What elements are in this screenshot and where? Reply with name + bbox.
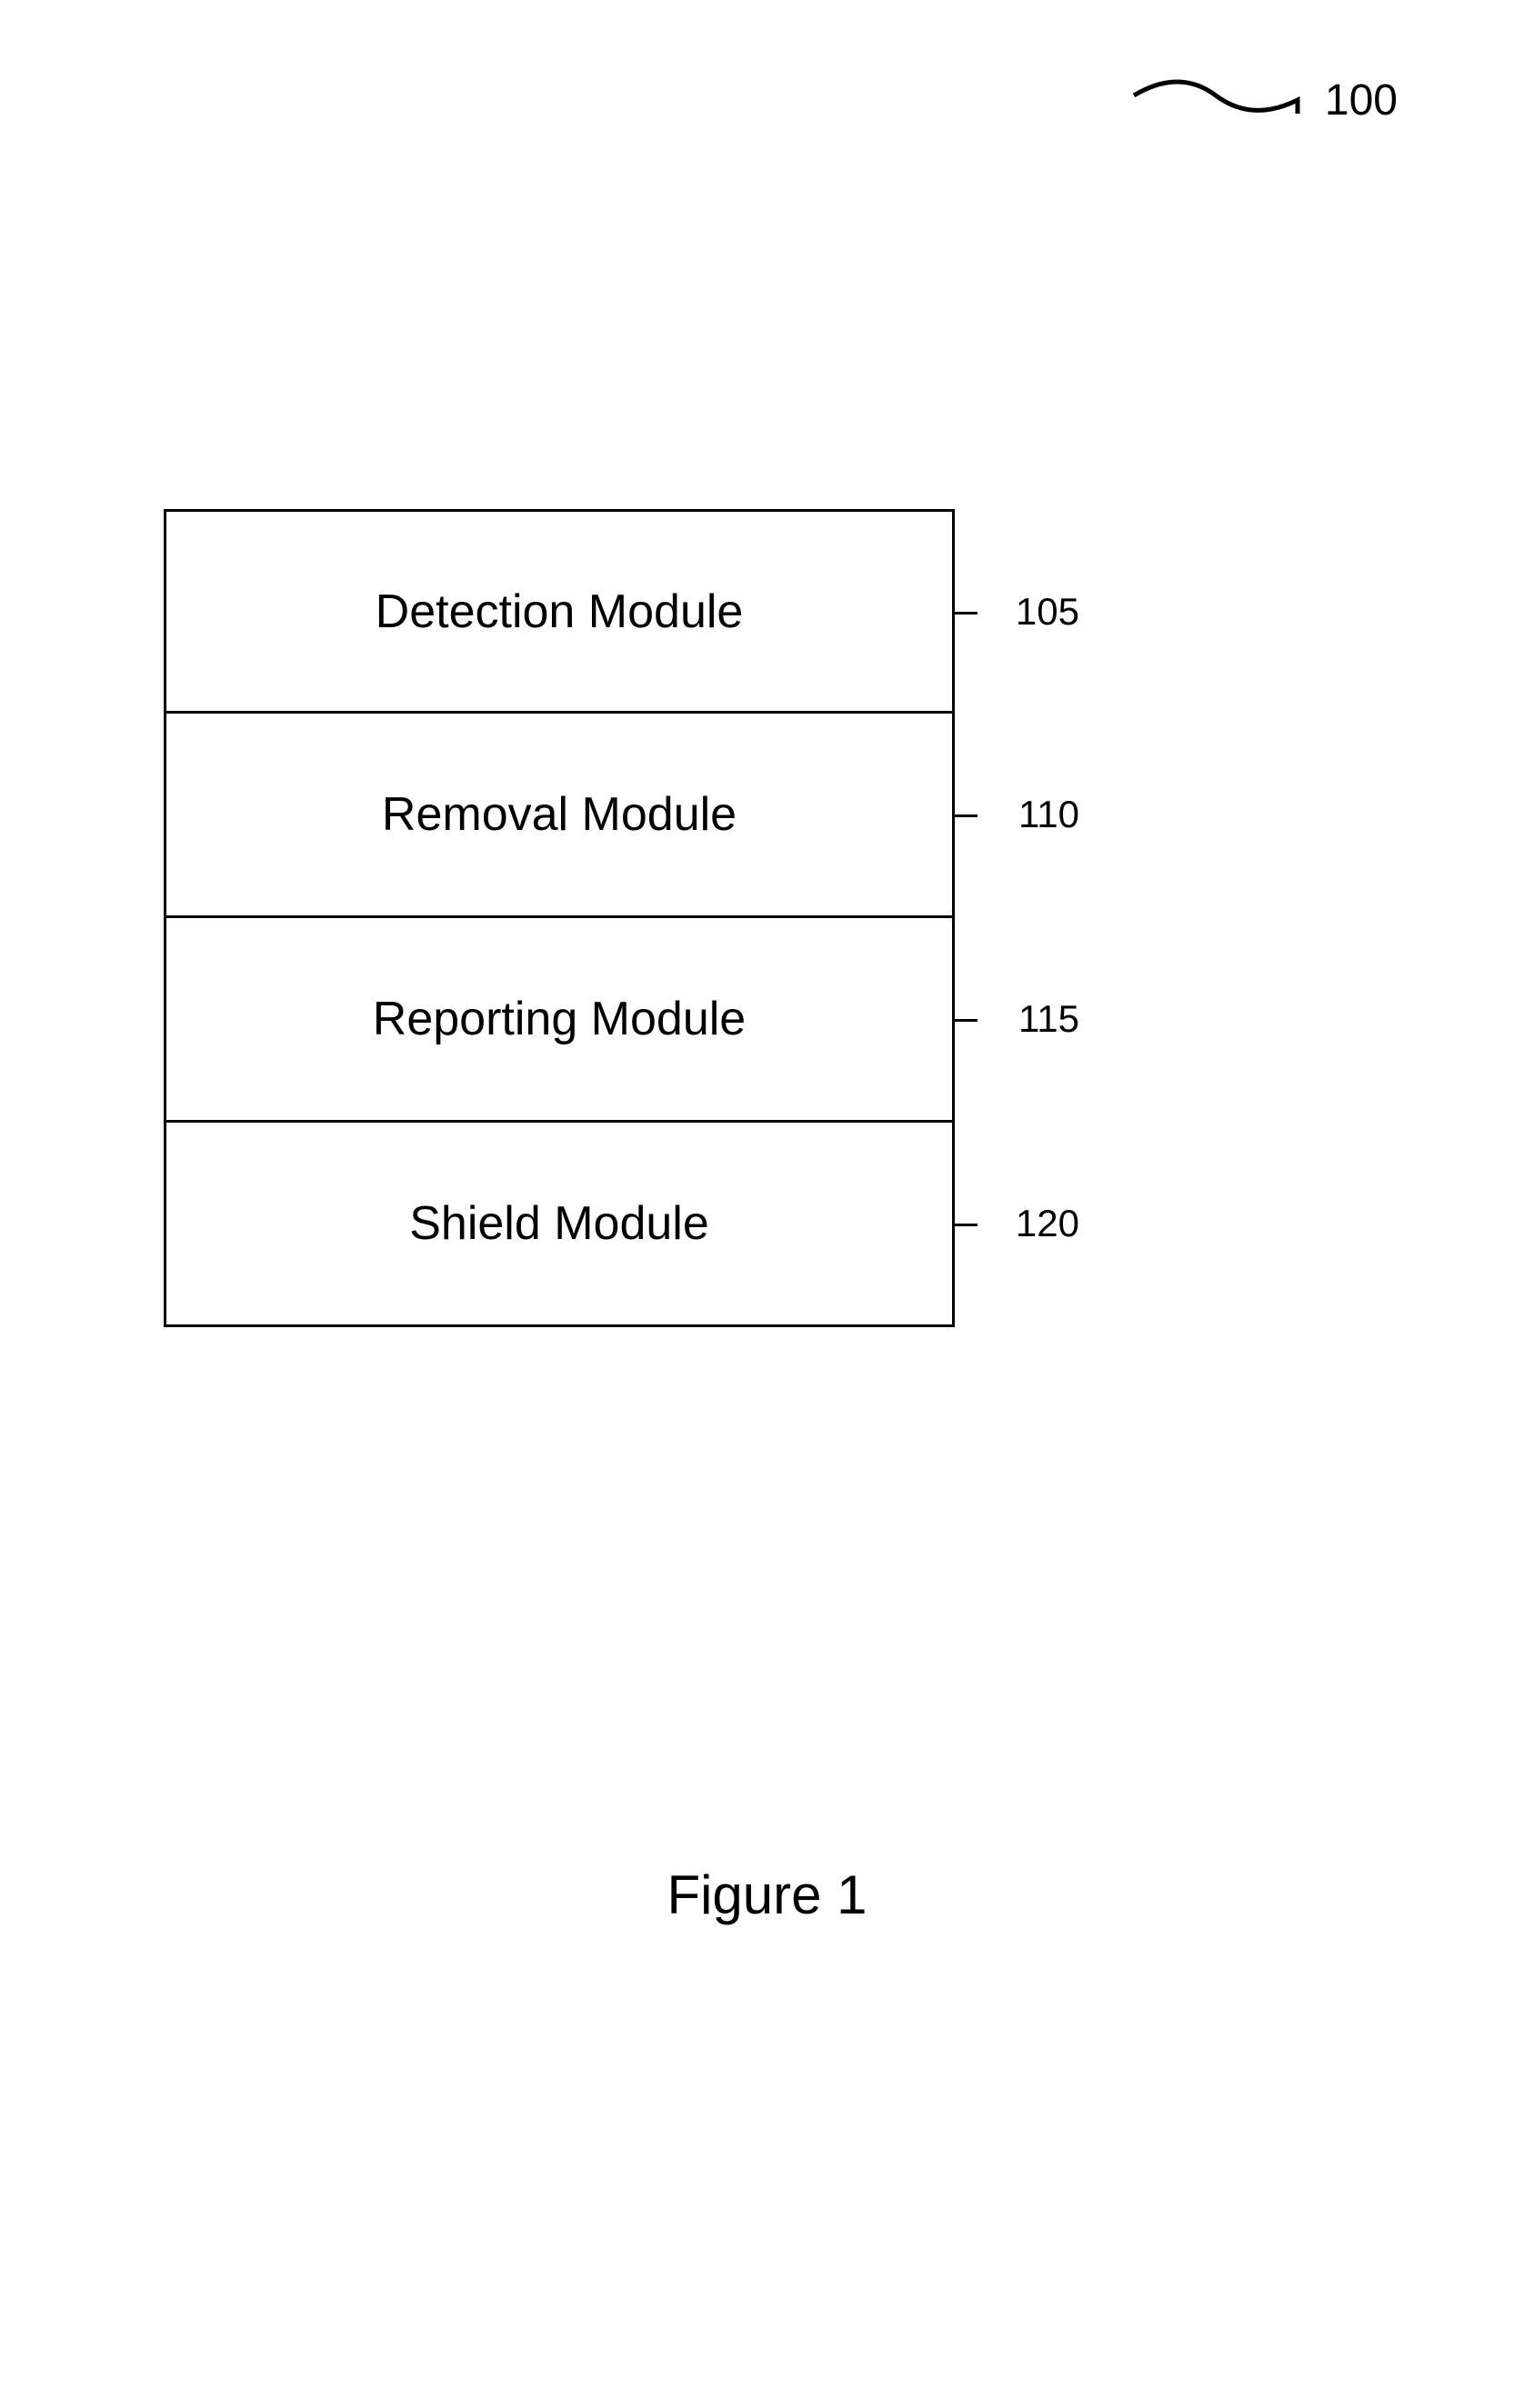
reference-number: 105 [1016, 590, 1079, 634]
module-stack-container: Detection Module 105 Removal Module 110 … [164, 509, 955, 1327]
figure-caption: Figure 1 [0, 1863, 1534, 1926]
module-box-reporting: Reporting Module 115 [164, 918, 955, 1123]
module-label: Shield Module [409, 1196, 709, 1251]
module-box-removal: Removal Module 110 [164, 714, 955, 918]
main-reference-container: 100 [1125, 64, 1398, 136]
reference-number: 110 [1018, 793, 1079, 836]
curve-bracket-icon [1125, 64, 1307, 136]
main-reference-number: 100 [1325, 75, 1398, 125]
reference-tick [952, 612, 978, 614]
reference-number: 115 [1018, 997, 1079, 1041]
reference-tick [952, 1019, 978, 1022]
module-label: Removal Module [382, 787, 737, 842]
module-label: Detection Module [376, 585, 744, 639]
reference-tick [952, 814, 978, 817]
module-label: Reporting Module [373, 992, 746, 1046]
module-box-detection: Detection Module 105 [164, 509, 955, 714]
reference-tick [952, 1224, 978, 1226]
reference-number: 120 [1016, 1202, 1079, 1245]
module-box-shield: Shield Module 120 [164, 1123, 955, 1327]
